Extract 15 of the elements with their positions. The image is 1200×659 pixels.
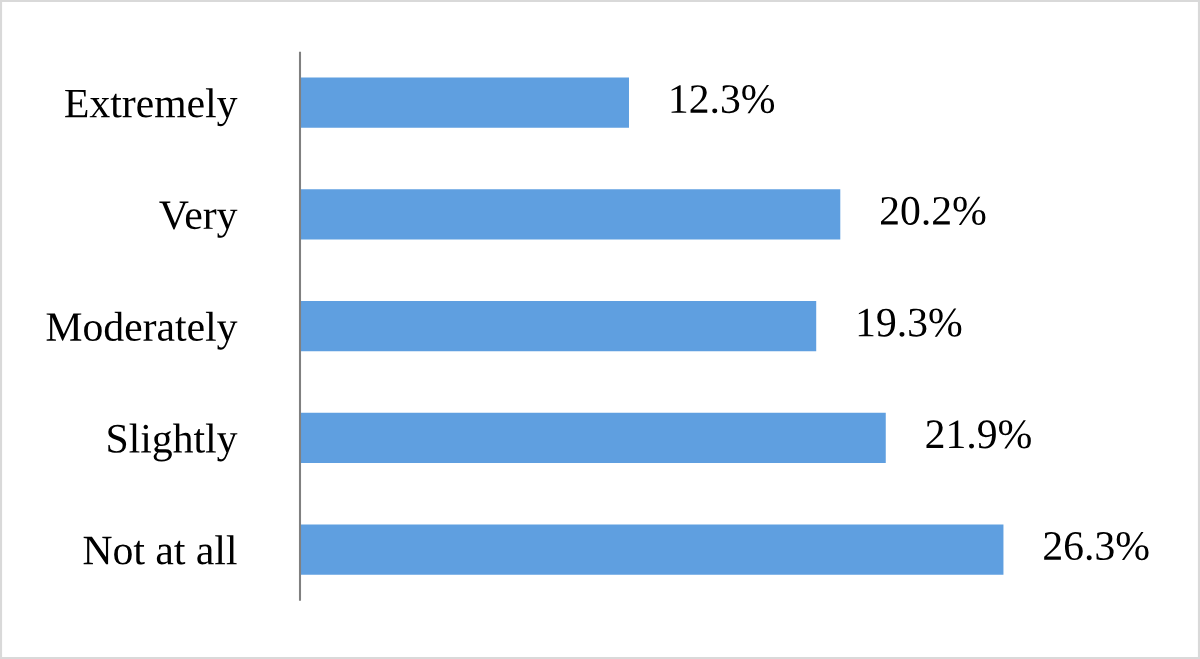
data-label: 20.2%	[881, 196, 986, 226]
bar	[300, 77, 629, 128]
data-label: 12.3%	[671, 85, 775, 114]
bar	[300, 189, 841, 240]
bar	[300, 301, 817, 352]
bar	[300, 412, 886, 464]
y-tick-label: Very	[159, 201, 238, 238]
y-tick-label: Moderately	[46, 311, 238, 350]
data-label: 21.9%	[926, 420, 1031, 449]
y-tick-label: Not at all	[83, 535, 237, 565]
y-tick-label: Slightly	[108, 423, 238, 462]
data-label: 19.3%	[858, 308, 962, 337]
bar	[300, 524, 1004, 575]
y-tick-label: Extremely	[65, 88, 238, 127]
data-label: 26.3%	[1044, 532, 1149, 561]
